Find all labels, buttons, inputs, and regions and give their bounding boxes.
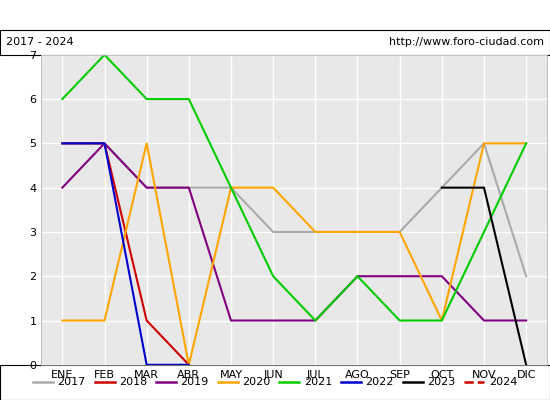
Legend: 2017, 2018, 2019, 2020, 2021, 2022, 2023, 2024: 2017, 2018, 2019, 2020, 2021, 2022, 2023…	[29, 373, 521, 392]
Text: 2017 - 2024: 2017 - 2024	[6, 37, 73, 47]
Text: Evolucion del paro registrado en San Miguel de Bernuy: Evolucion del paro registrado en San Mig…	[64, 8, 486, 22]
Text: http://www.foro-ciudad.com: http://www.foro-ciudad.com	[389, 37, 544, 47]
